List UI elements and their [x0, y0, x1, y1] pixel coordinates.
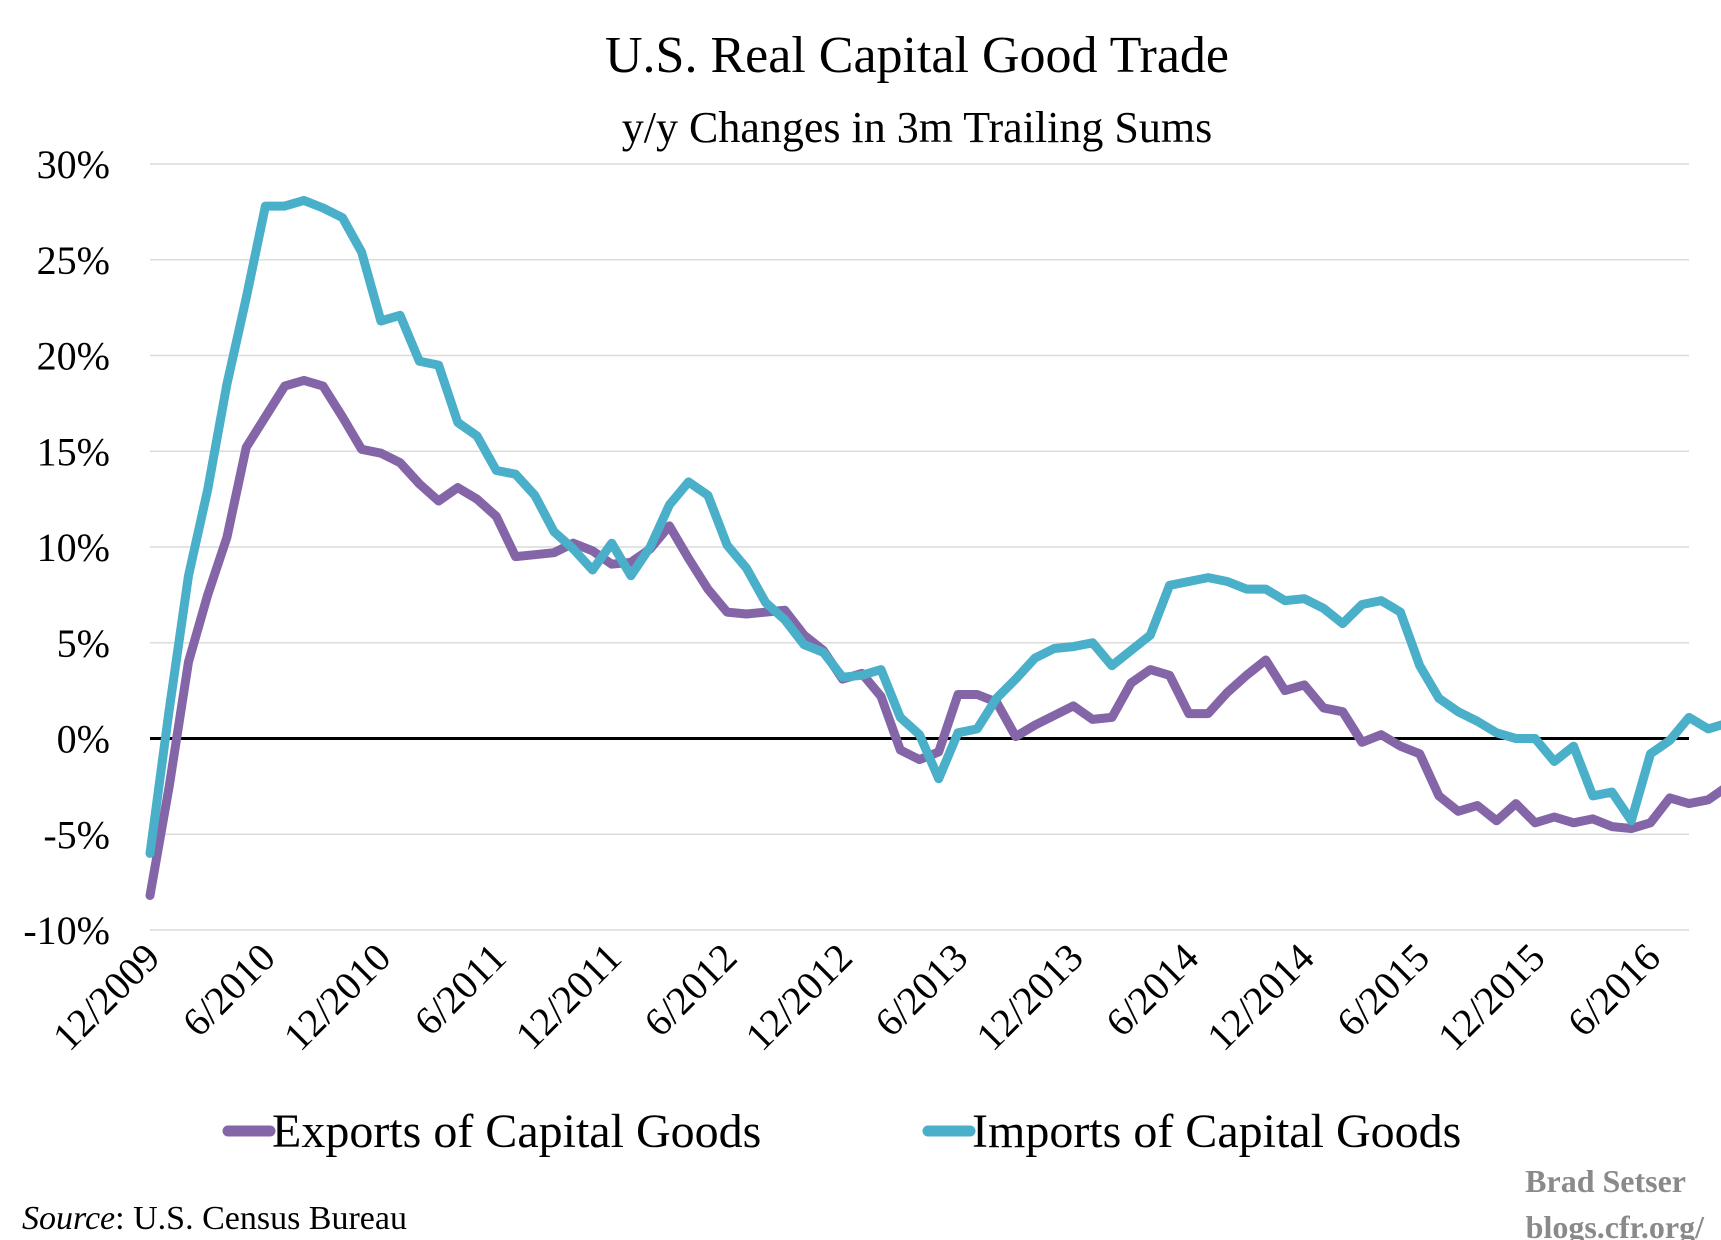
chart-subtitle: y/y Changes in 3m Trailing Sums	[622, 103, 1212, 152]
gridlines	[150, 163, 1689, 931]
source-label: Source	[22, 1200, 115, 1237]
x-tick-label: 6/2016	[1558, 935, 1668, 1045]
y-tick-label: 15%	[37, 429, 110, 474]
y-tick-label: -5%	[43, 812, 110, 857]
x-tick-label: 12/2009	[44, 935, 169, 1060]
legend-item-imports: Imports of Capital Goods	[922, 1105, 1461, 1158]
y-tick-label: 30%	[37, 142, 110, 187]
y-tick-label: 25%	[37, 238, 110, 283]
x-tick-label: 6/2012	[635, 935, 745, 1045]
legend: Exports of Capital Goods Imports of Capi…	[222, 1105, 1461, 1158]
y-axis-tick-labels: 30% 25% 20% 15% 10% 5% 0% -5% -10%	[23, 142, 110, 953]
x-tick-label: 12/2013	[967, 935, 1092, 1060]
legend-item-exports: Exports of Capital Goods	[222, 1105, 761, 1158]
y-tick-label: 5%	[57, 621, 110, 666]
credit-site: blogs.cfr.org/	[1526, 1209, 1705, 1240]
x-tick-label: 6/2015	[1328, 935, 1438, 1045]
series-line-exports	[145, 375, 1721, 900]
x-tick-label: 12/2010	[275, 935, 400, 1060]
y-tick-label: 0%	[57, 717, 110, 762]
source-text: : U.S. Census Bureau	[115, 1200, 407, 1237]
x-tick-label: 12/2015	[1429, 935, 1554, 1060]
credit-author: Brad Setser	[1525, 1163, 1686, 1199]
series-layer	[145, 195, 1721, 900]
x-tick-label: 12/2014	[1198, 935, 1323, 1060]
source-note: Source: U.S. Census Bureau	[22, 1200, 407, 1237]
x-tick-label: 12/2012	[736, 935, 861, 1060]
y-tick-label: 10%	[37, 525, 110, 570]
x-tick-label: 6/2014	[1097, 935, 1207, 1045]
legend-label-imports: Imports of Capital Goods	[972, 1105, 1461, 1158]
x-tick-label: 6/2010	[173, 935, 283, 1045]
legend-label-exports: Exports of Capital Goods	[272, 1105, 761, 1158]
series-line-imports	[145, 195, 1721, 858]
y-tick-label: -10%	[23, 908, 110, 953]
x-tick-label: 6/2013	[866, 935, 976, 1045]
y-tick-label: 20%	[37, 334, 110, 379]
chart-title: U.S. Real Capital Good Trade	[605, 27, 1229, 84]
x-tick-label: 12/2011	[507, 935, 630, 1058]
x-tick-label: 6/2011	[405, 935, 514, 1044]
